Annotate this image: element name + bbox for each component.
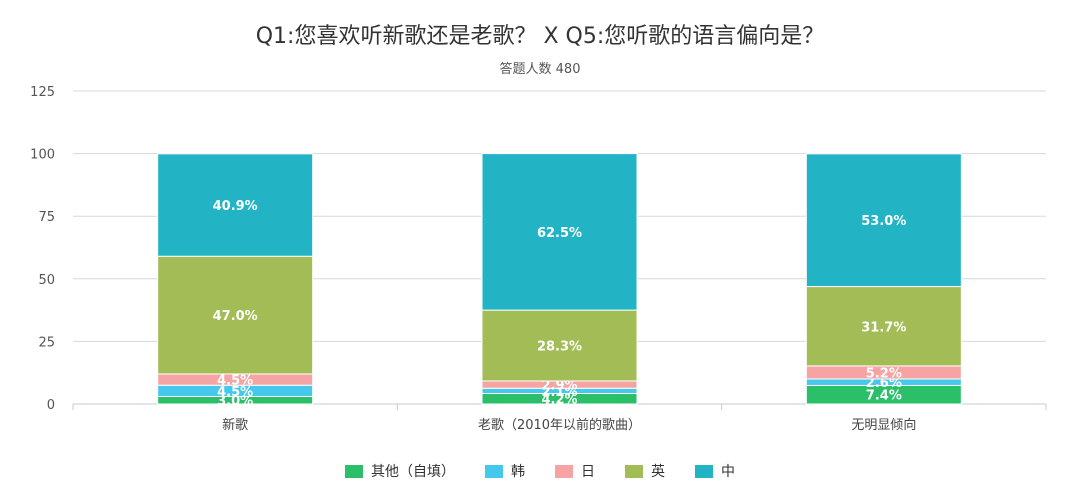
- data-label: 2.6%: [866, 376, 902, 391]
- legend-label: 韩: [511, 464, 525, 480]
- bar-segment: [805, 286, 962, 367]
- data-label: 4.2%: [541, 393, 577, 408]
- x-tick-label: 老歌（2010年以前的歌曲）: [478, 417, 641, 433]
- chart-legend: 其他（自填） 韩 日 英 中: [0, 461, 1080, 481]
- data-label: 2.9%: [541, 379, 577, 394]
- bar-segment: [805, 153, 962, 288]
- data-label: 7.4%: [866, 389, 902, 404]
- legend-item[interactable]: 日: [555, 461, 595, 481]
- legend-label: 英: [651, 464, 665, 480]
- legend-swatch: [695, 464, 713, 478]
- bar-segment: [481, 153, 638, 311]
- data-label: 62.5%: [537, 226, 582, 241]
- data-label: 53.0%: [861, 214, 906, 229]
- legend-item[interactable]: 韩: [485, 461, 525, 481]
- bar-segment: [157, 255, 314, 375]
- bar-segment: [481, 309, 638, 382]
- legend-item[interactable]: 英: [625, 461, 665, 481]
- data-label: 31.7%: [861, 320, 906, 335]
- legend-swatch: [485, 464, 503, 478]
- x-tick-label: 无明显倾向: [851, 417, 916, 433]
- legend-swatch: [345, 464, 363, 478]
- y-tick-label: 50: [38, 273, 55, 288]
- data-label: 4.5%: [217, 385, 253, 400]
- legend-label: 日: [581, 464, 595, 480]
- legend-item[interactable]: 其他（自填）: [345, 461, 455, 481]
- data-label: 5.2%: [866, 366, 902, 381]
- chart-subtitle: 答题人数 480: [499, 62, 581, 77]
- legend-swatch: [555, 464, 573, 478]
- legend-label: 中: [721, 464, 735, 480]
- data-label: 40.9%: [213, 199, 258, 214]
- chart-title: Q1:您喜欢听新歌还是老歌？ X Q5:您听歌的语言偏向是？: [255, 24, 825, 49]
- y-tick-label: 25: [38, 335, 55, 350]
- data-label: 28.3%: [537, 340, 582, 355]
- y-tick-label: 100: [30, 148, 55, 163]
- bar-segment: [157, 153, 314, 257]
- y-tick-label: 125: [30, 85, 55, 100]
- y-tick-label: 0: [47, 398, 55, 413]
- legend-label: 其他（自填）: [371, 464, 455, 480]
- legend-swatch: [625, 464, 643, 478]
- y-tick-label: 75: [38, 210, 55, 225]
- legend-item[interactable]: 中: [695, 461, 735, 481]
- data-label: 47.0%: [213, 309, 258, 324]
- data-label: 4.5%: [217, 374, 253, 389]
- x-tick-label: 新歌: [222, 417, 248, 433]
- data-label: 3.0%: [217, 394, 253, 409]
